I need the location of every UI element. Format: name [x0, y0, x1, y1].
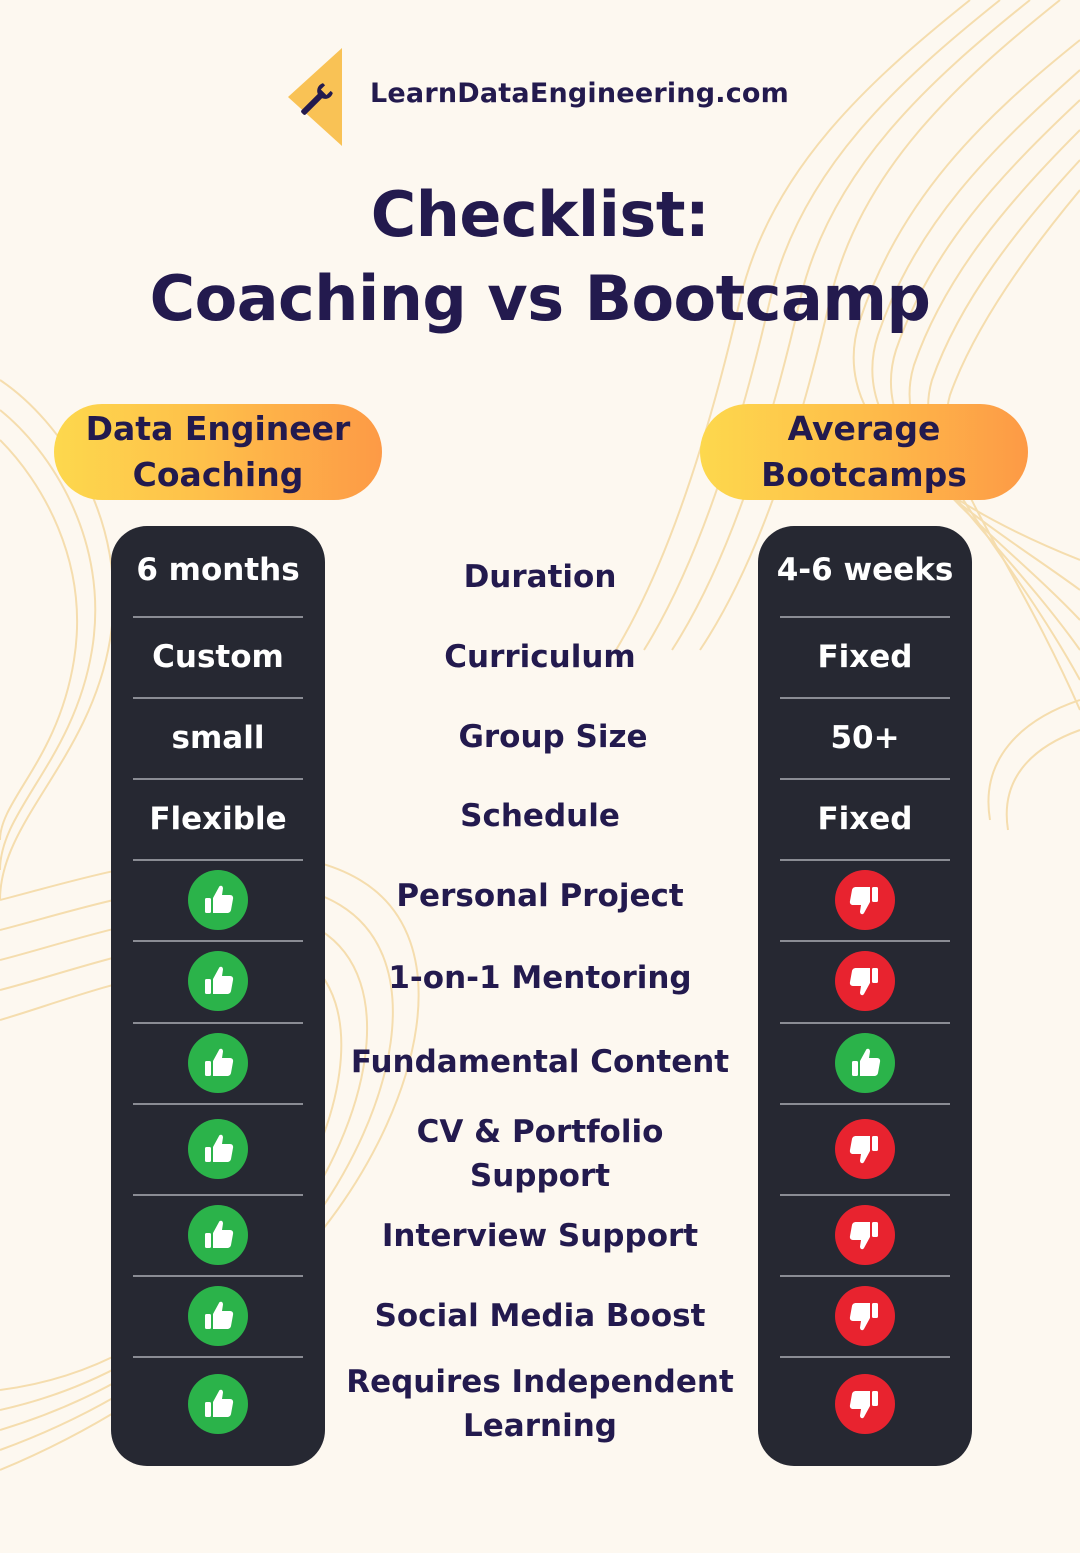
bootcamp-personal-project-cell [758, 860, 972, 940]
divider [133, 1103, 303, 1105]
wrench-logo-icon [288, 48, 342, 146]
coaching-column: 6 months Custom small Flexible [111, 526, 325, 1466]
divider [133, 1275, 303, 1277]
coaching-group-size-value: small [171, 720, 265, 756]
bootcamp-header-line2: Bootcamps [761, 455, 967, 494]
row-label-personal-project: Personal Project [396, 878, 684, 914]
thumbs-down-icon [835, 1374, 895, 1434]
divider [780, 778, 950, 780]
bootcamp-duration-value: 4-6 weeks [776, 552, 954, 588]
coaching-header-line2: Coaching [132, 455, 304, 494]
divider [133, 697, 303, 699]
coaching-personal-project-cell [111, 860, 325, 940]
divider [780, 940, 950, 942]
divider [133, 616, 303, 618]
row-label-schedule: Schedule [460, 798, 620, 834]
thumbs-down-icon [835, 1286, 895, 1346]
bootcamp-social-media-cell [758, 1276, 972, 1356]
coaching-duration-value: 6 months [136, 552, 300, 588]
site-url: LearnDataEngineering.com [370, 78, 789, 109]
thumbs-up-icon [188, 1033, 248, 1093]
thumbs-down-icon [835, 870, 895, 930]
row-label-group-size: Group Size [458, 719, 648, 755]
row-label-social-media: Social Media Boost [374, 1298, 706, 1334]
row-label-independent-learning: Requires Independent Learning [346, 1364, 734, 1444]
coaching-cv-portfolio-cell [111, 1104, 325, 1194]
bootcamp-interview-support-cell [758, 1195, 972, 1275]
thumbs-up-icon [188, 870, 248, 930]
coaching-schedule-value: Flexible [149, 801, 287, 837]
divider [780, 859, 950, 861]
row-label-mentoring: 1-on-1 Mentoring [388, 960, 692, 996]
divider [133, 1356, 303, 1358]
divider [780, 697, 950, 699]
coaching-social-media-cell [111, 1276, 325, 1356]
bootcamp-column-header: Average Bootcamps [700, 404, 1028, 500]
bootcamp-curriculum-value: Fixed [817, 639, 913, 675]
thumbs-up-icon [835, 1033, 895, 1093]
bootcamp-schedule-value: Fixed [817, 801, 913, 837]
divider [133, 859, 303, 861]
bootcamp-independent-learning-cell [758, 1357, 972, 1451]
thumbs-down-icon [835, 1205, 895, 1265]
row-label-curriculum: Curriculum [444, 639, 636, 675]
bootcamp-column: 4-6 weeks Fixed 50+ Fixed [758, 526, 972, 1466]
divider [133, 778, 303, 780]
divider [133, 1194, 303, 1196]
divider [780, 1356, 950, 1358]
bootcamp-group-size-value: 50+ [830, 720, 900, 756]
divider [780, 616, 950, 618]
coaching-interview-support-cell [111, 1195, 325, 1275]
bootcamp-cv-portfolio-cell [758, 1104, 972, 1194]
coaching-header-line1: Data Engineer [85, 409, 351, 448]
coaching-curriculum-value: Custom [152, 639, 284, 675]
thumbs-up-icon [188, 1374, 248, 1434]
bootcamp-mentoring-cell [758, 941, 972, 1021]
row-label-fundamental-content: Fundamental Content [350, 1044, 730, 1080]
row-label-interview-support: Interview Support [381, 1218, 699, 1254]
thumbs-down-icon [835, 951, 895, 1011]
divider [780, 1275, 950, 1277]
bootcamp-fundamental-content-cell [758, 1023, 972, 1103]
row-label-cv-portfolio: CV & Portfolio Support [416, 1114, 664, 1194]
page-title: Checklist: [370, 178, 710, 251]
divider [780, 1103, 950, 1105]
divider [780, 1194, 950, 1196]
thumbs-down-icon [835, 1119, 895, 1179]
bootcamp-header-line1: Average [787, 409, 941, 448]
coaching-independent-learning-cell [111, 1357, 325, 1451]
coaching-column-header: Data Engineer Coaching [54, 404, 382, 500]
thumbs-up-icon [188, 1119, 248, 1179]
divider [133, 940, 303, 942]
thumbs-up-icon [188, 951, 248, 1011]
thumbs-up-icon [188, 1286, 248, 1346]
divider [780, 1022, 950, 1024]
coaching-fundamental-content-cell [111, 1023, 325, 1103]
page-subtitle: Coaching vs Bootcamp [149, 262, 931, 335]
thumbs-up-icon [188, 1205, 248, 1265]
row-label-duration: Duration [463, 559, 617, 595]
divider [133, 1022, 303, 1024]
coaching-mentoring-cell [111, 941, 325, 1021]
